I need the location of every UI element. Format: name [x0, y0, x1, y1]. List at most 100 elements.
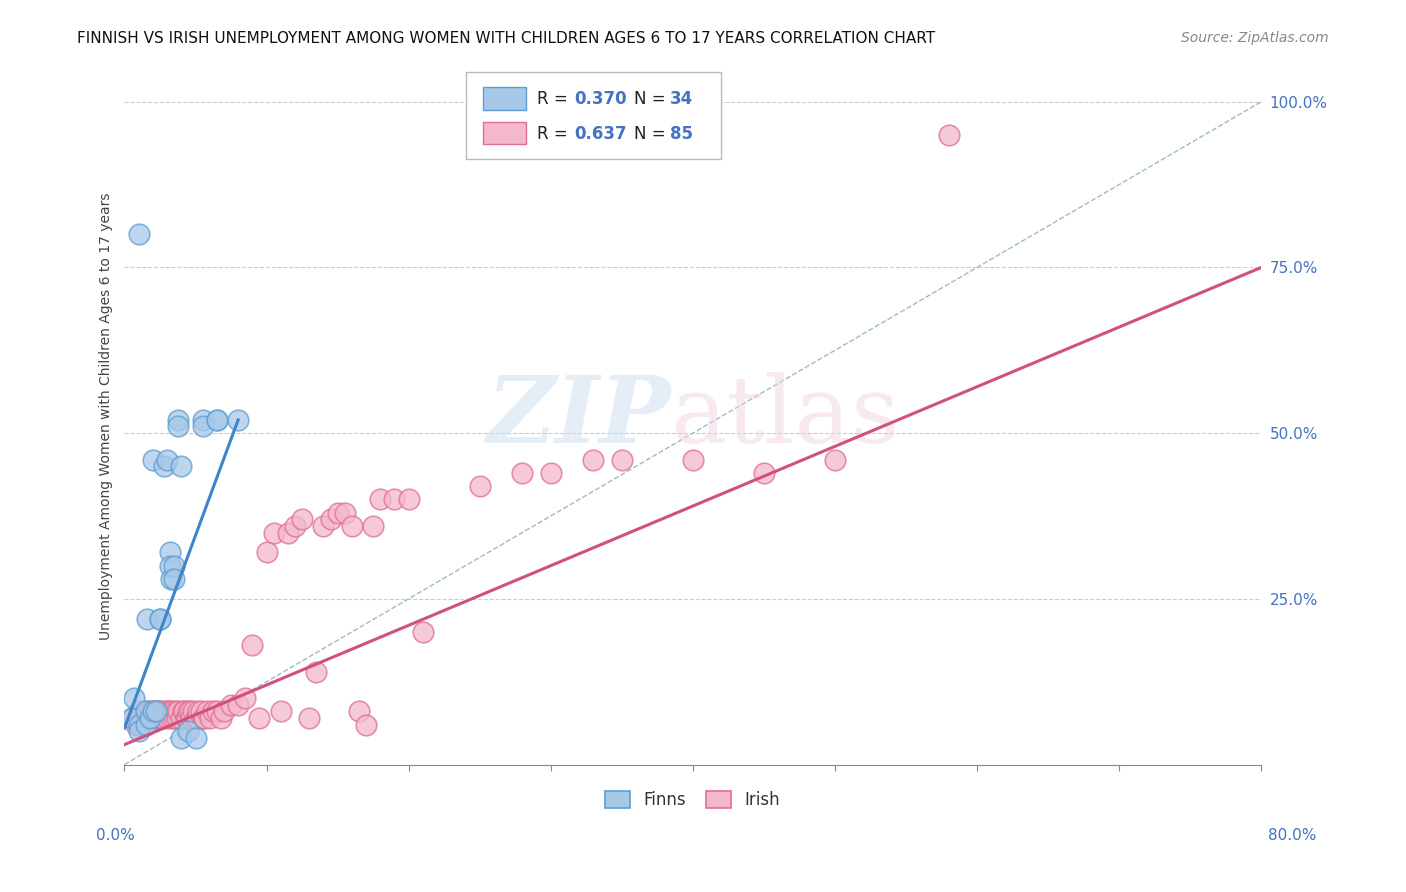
- Point: [170, 459, 193, 474]
- Text: 80.0%: 80.0%: [1268, 828, 1316, 843]
- Point: [468, 479, 491, 493]
- Point: [191, 711, 214, 725]
- Point: [149, 612, 172, 626]
- Point: [256, 545, 278, 559]
- Point: [198, 711, 221, 725]
- Text: 0.0%: 0.0%: [96, 828, 135, 843]
- Point: [582, 452, 605, 467]
- Point: [752, 466, 775, 480]
- Point: [149, 705, 172, 719]
- Point: [128, 227, 150, 242]
- Point: [184, 731, 207, 745]
- Point: [128, 717, 150, 731]
- Text: N =: N =: [634, 90, 671, 108]
- Point: [682, 452, 704, 467]
- Text: N =: N =: [634, 125, 671, 143]
- Point: [142, 705, 165, 719]
- Text: ZIP: ZIP: [486, 371, 671, 461]
- Point: [136, 711, 159, 725]
- Point: [142, 711, 165, 725]
- Point: [167, 419, 190, 434]
- Point: [165, 705, 187, 719]
- Point: [157, 705, 180, 719]
- Point: [163, 711, 186, 725]
- Point: [201, 705, 224, 719]
- Text: FINNISH VS IRISH UNEMPLOYMENT AMONG WOMEN WITH CHILDREN AGES 6 TO 17 YEARS CORRE: FINNISH VS IRISH UNEMPLOYMENT AMONG WOME…: [77, 31, 935, 46]
- Point: [277, 525, 299, 540]
- Point: [212, 705, 235, 719]
- Point: [270, 705, 292, 719]
- Point: [145, 705, 167, 719]
- Point: [163, 558, 186, 573]
- Text: Source: ZipAtlas.com: Source: ZipAtlas.com: [1181, 31, 1329, 45]
- Point: [340, 519, 363, 533]
- Point: [146, 711, 169, 725]
- Point: [159, 705, 181, 719]
- Point: [226, 413, 249, 427]
- Point: [181, 705, 204, 719]
- Point: [298, 711, 321, 725]
- Point: [326, 506, 349, 520]
- Point: [368, 492, 391, 507]
- Point: [121, 711, 143, 725]
- Point: [205, 413, 228, 427]
- FancyBboxPatch shape: [482, 87, 526, 110]
- Point: [824, 452, 846, 467]
- Point: [187, 705, 209, 719]
- Point: [540, 466, 562, 480]
- Point: [139, 711, 162, 725]
- Point: [153, 705, 176, 719]
- Point: [173, 705, 195, 719]
- Point: [156, 452, 179, 467]
- Point: [170, 731, 193, 745]
- Point: [141, 711, 163, 725]
- Point: [610, 452, 633, 467]
- Point: [159, 558, 181, 573]
- Point: [333, 506, 356, 520]
- Point: [209, 711, 232, 725]
- Point: [163, 572, 186, 586]
- Point: [319, 512, 342, 526]
- Point: [170, 711, 193, 725]
- Text: atlas: atlas: [671, 371, 900, 461]
- Point: [312, 519, 335, 533]
- Point: [190, 705, 212, 719]
- Point: [150, 711, 173, 725]
- Point: [160, 711, 183, 725]
- Point: [284, 519, 307, 533]
- Point: [177, 705, 200, 719]
- Point: [384, 492, 406, 507]
- Point: [305, 665, 328, 679]
- Point: [205, 705, 228, 719]
- Point: [610, 128, 633, 142]
- Text: R =: R =: [537, 90, 574, 108]
- Point: [412, 624, 434, 639]
- Point: [152, 711, 174, 725]
- Point: [184, 711, 207, 725]
- Point: [159, 545, 181, 559]
- Y-axis label: Unemployment Among Women with Children Ages 6 to 17 years: Unemployment Among Women with Children A…: [100, 193, 114, 640]
- Point: [143, 711, 166, 725]
- Point: [249, 711, 271, 725]
- Point: [291, 512, 314, 526]
- FancyBboxPatch shape: [482, 122, 526, 145]
- Text: 85: 85: [671, 125, 693, 143]
- Point: [205, 413, 228, 427]
- Text: 0.637: 0.637: [575, 125, 627, 143]
- Point: [148, 705, 170, 719]
- Point: [191, 419, 214, 434]
- Point: [134, 711, 156, 725]
- Point: [172, 705, 194, 719]
- Text: R =: R =: [537, 125, 574, 143]
- Point: [128, 724, 150, 739]
- Point: [125, 717, 148, 731]
- Point: [139, 705, 162, 719]
- Point: [195, 705, 218, 719]
- Point: [167, 705, 190, 719]
- Text: 0.370: 0.370: [575, 90, 627, 108]
- Point: [135, 705, 157, 719]
- Point: [166, 711, 188, 725]
- Point: [186, 711, 208, 725]
- Point: [219, 698, 242, 712]
- Point: [142, 452, 165, 467]
